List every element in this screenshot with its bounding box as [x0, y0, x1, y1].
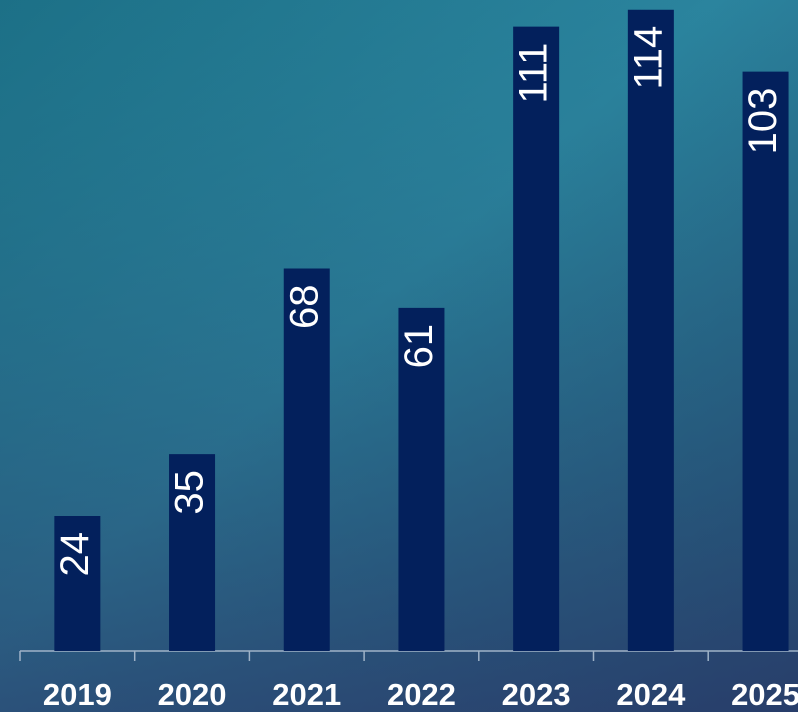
x-tick-label: 2023	[502, 677, 571, 712]
bar	[513, 26, 560, 651]
x-tick-label: 2020	[158, 677, 227, 712]
bar	[169, 454, 216, 651]
bar	[283, 268, 330, 651]
data-label: 114	[626, 26, 670, 90]
data-label: 111	[512, 43, 556, 104]
x-tick-label: 2025	[731, 677, 798, 712]
data-label: 103	[741, 88, 785, 155]
x-tick-label: 2021	[272, 677, 341, 712]
data-label: 35	[168, 470, 212, 515]
x-tick-label: 2022	[387, 677, 456, 712]
bar	[742, 71, 789, 651]
bar	[54, 516, 101, 651]
data-label: 24	[53, 532, 97, 577]
data-label: 61	[397, 324, 441, 369]
data-label: 68	[282, 285, 326, 330]
x-tick-label: 2024	[616, 677, 686, 712]
bar	[627, 9, 674, 651]
x-tick-label: 2019	[43, 677, 112, 712]
bar	[398, 307, 445, 651]
